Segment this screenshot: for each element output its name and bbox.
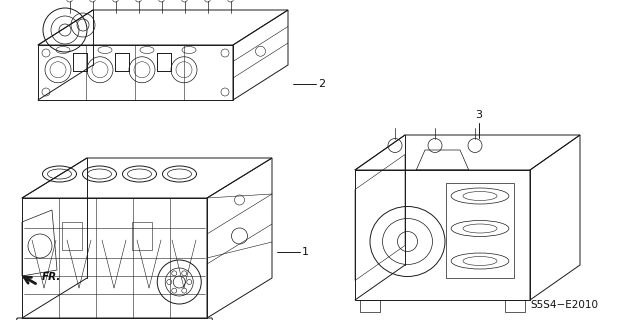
Text: 2: 2	[318, 78, 325, 89]
Text: FR.: FR.	[42, 272, 61, 282]
Text: S5S4−E2010: S5S4−E2010	[530, 300, 598, 310]
Text: 3: 3	[475, 110, 482, 120]
Text: 1: 1	[302, 247, 309, 257]
